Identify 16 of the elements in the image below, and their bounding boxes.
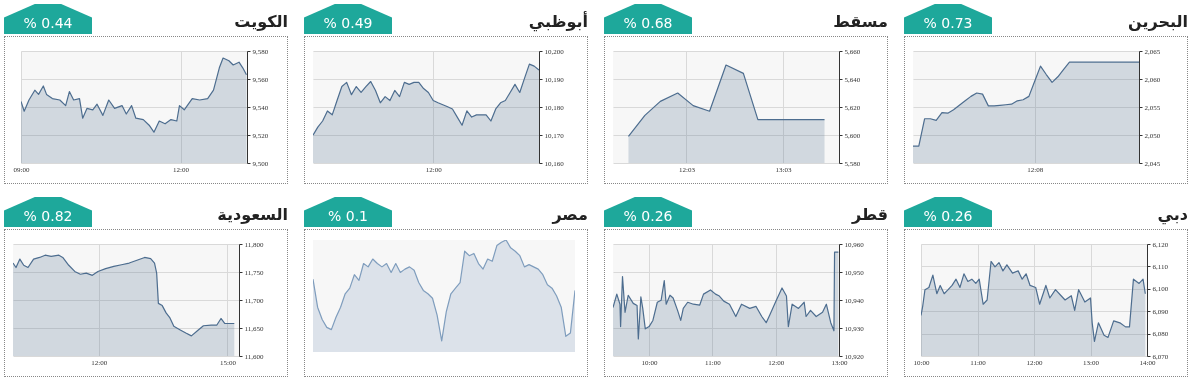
chart-subtitle: % 0.26 — [604, 197, 692, 227]
chart-subtitle: % 0.44 — [4, 4, 92, 34]
chart-subtitle: % 0.49 — [304, 4, 392, 34]
chart-subtitle: % 0.26 — [904, 197, 992, 227]
chart-subtitle: % 0.73 — [904, 4, 992, 34]
chart-title: قطر — [851, 205, 888, 224]
chart-title: مصر — [552, 205, 588, 224]
chart-subtitle: % 0.1 — [304, 197, 392, 227]
chart-title: مسقط — [833, 12, 888, 31]
chart-title: الكويت — [234, 12, 288, 31]
chart-subtitle: % 0.68 — [604, 4, 692, 34]
chart-title: البحرين — [1128, 12, 1188, 31]
chart-title: دبي — [1157, 205, 1188, 224]
chart-subtitle: % 0.82 — [4, 197, 92, 227]
chart-title: أبوظبي — [528, 12, 588, 31]
chart-title: السعودية — [217, 205, 288, 224]
